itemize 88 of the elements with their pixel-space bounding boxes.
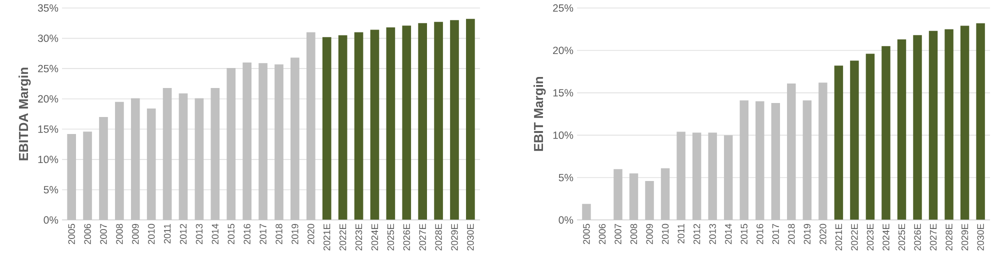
bar — [928, 30, 938, 220]
x-tick-label: 2009 — [132, 224, 139, 244]
x-tick-label: 2025E — [387, 224, 394, 250]
x-tick-label: 2025E — [898, 224, 906, 250]
x-tick-label: 2013 — [196, 224, 203, 244]
x-tick-label: 2024E — [882, 224, 890, 250]
x-tick-label: 2011 — [678, 224, 684, 244]
bar — [882, 46, 890, 220]
y-tick-label: 0% — [44, 216, 58, 224]
x-tick-label: 2019 — [804, 224, 811, 244]
y-tick-label: 25% — [38, 64, 58, 72]
x-tick-label: 2023E — [866, 224, 874, 250]
x-tick-label: 2021E — [324, 224, 330, 250]
x-tick-label: 2011 — [164, 224, 171, 244]
x-tick-label: 2017 — [772, 224, 779, 244]
bar — [402, 26, 412, 220]
x-tick-label: 2027E — [419, 224, 426, 250]
x-tick-label: 2027E — [930, 224, 937, 250]
bar — [834, 66, 844, 220]
bar — [338, 35, 348, 220]
x-tick-label: 2005 — [583, 224, 590, 244]
bar — [418, 23, 427, 220]
x-tick-label: 2007 — [614, 224, 622, 244]
bar — [434, 22, 443, 220]
y-tick-label: 15% — [553, 89, 574, 96]
x-tick-label: 2030E — [467, 224, 474, 250]
y-axis-title: EBIT Margin — [534, 77, 546, 151]
x-tick-label: 2017 — [260, 224, 266, 244]
x-tick-label: 2015 — [228, 224, 234, 244]
y-tick-label: 5% — [44, 186, 58, 194]
y-tick-label: 20% — [38, 95, 58, 103]
x-tick-label: 2026E — [403, 224, 410, 250]
x-tick-label: 2020 — [820, 224, 826, 244]
bar — [450, 20, 459, 220]
x-tick-label: 2024E — [371, 224, 378, 250]
x-tick-label: 2012 — [180, 224, 187, 244]
x-tick-label: 2023E — [355, 224, 362, 250]
bar — [866, 54, 875, 220]
y-tick-label: 10% — [553, 132, 574, 139]
y-tick-label: 15% — [38, 125, 58, 133]
bar — [960, 26, 970, 220]
bar — [386, 27, 396, 220]
bar — [897, 39, 906, 220]
y-tick-label: 25% — [553, 4, 574, 12]
x-tick-label: 2028E — [435, 224, 442, 250]
x-tick-label: 2014 — [724, 224, 732, 244]
y-axis-title: EBITDA Margin — [18, 68, 31, 160]
y-tick-label: 5% — [558, 174, 574, 182]
x-tick-label: 2018 — [276, 224, 282, 244]
x-tick-label: 2016 — [756, 224, 764, 244]
bar — [354, 32, 364, 220]
x-tick-label: 2029E — [451, 224, 458, 250]
x-tick-label: 2006 — [84, 224, 91, 244]
x-tick-label: 2021E — [835, 224, 842, 250]
y-tick-label: 10% — [38, 156, 58, 164]
x-tick-label: 2007 — [100, 224, 107, 244]
x-tick-label: 2008 — [116, 224, 123, 244]
x-tick-label: 2014 — [212, 224, 219, 244]
x-tick-label: 2022E — [339, 224, 346, 250]
x-tick-label: 2009 — [646, 224, 653, 244]
x-tick-label: 2010 — [662, 224, 669, 244]
x-tick-label: 2016 — [244, 224, 250, 244]
x-tick-label: 2005 — [68, 224, 75, 244]
x-tick-label: 2030E — [977, 224, 984, 250]
x-tick-label: 2015 — [740, 224, 748, 244]
x-tick-label: 2019 — [292, 224, 298, 244]
x-tick-label: 2028E — [946, 224, 952, 250]
y-tick-label: 20% — [553, 46, 574, 54]
bar — [322, 37, 332, 220]
y-tick-label: 0% — [558, 216, 574, 224]
y-tick-label: 35% — [38, 4, 58, 12]
bar — [850, 60, 859, 220]
x-tick-label: 2010 — [148, 224, 155, 244]
bar — [944, 29, 954, 220]
x-tick-label: 2026E — [914, 224, 921, 250]
x-tick-label: 2018 — [788, 224, 795, 244]
x-tick-label: 2022E — [851, 224, 858, 250]
bar — [913, 35, 922, 220]
x-tick-label: 2012 — [693, 224, 700, 244]
x-tick-label: 2006 — [598, 224, 606, 244]
x-tick-label: 2029E — [961, 224, 968, 250]
y-tick-label: 30% — [38, 34, 58, 42]
bar — [466, 18, 475, 220]
x-tick-label: 2020 — [308, 224, 314, 244]
x-tick-label: 2013 — [709, 224, 716, 244]
x-tick-label: 2008 — [630, 224, 638, 244]
bar — [370, 30, 380, 220]
bar — [976, 23, 985, 220]
